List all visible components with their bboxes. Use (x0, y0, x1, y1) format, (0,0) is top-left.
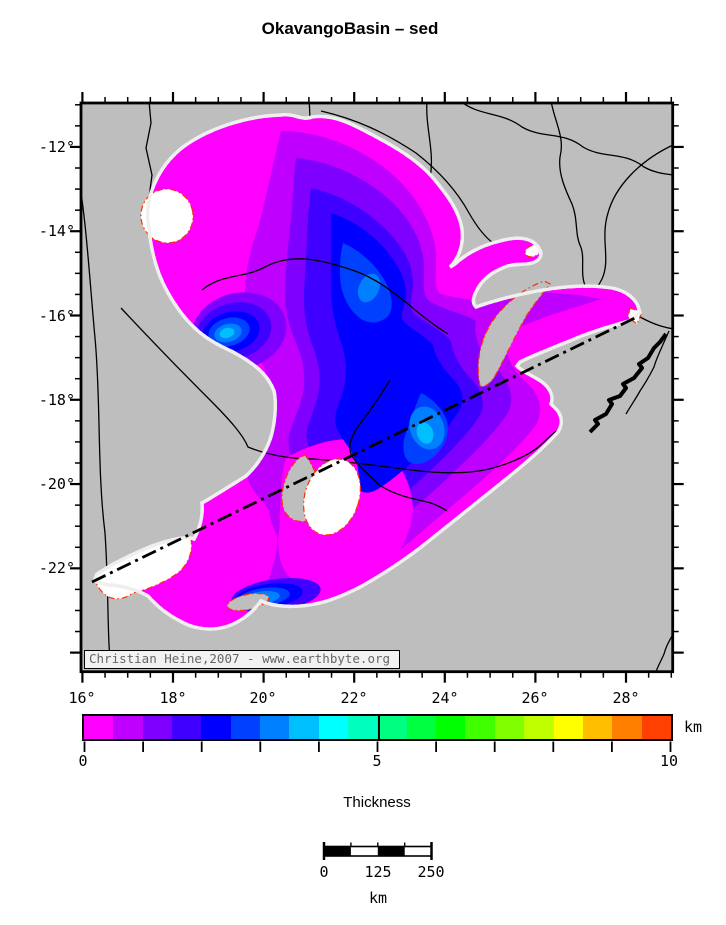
scalebar-label: 0 (319, 863, 329, 881)
colorbar (82, 714, 673, 741)
map-canvas (81, 103, 673, 672)
scalebar-black-seg (377, 846, 405, 856)
river-line (201, 258, 449, 335)
colorbar-title: Thickness (343, 794, 411, 811)
colorbar-segment (318, 716, 349, 739)
y-axis-label: -16° (38, 307, 75, 325)
colorbar-segment (377, 716, 407, 739)
colorbar-segment (289, 716, 319, 739)
river-line (81, 188, 112, 669)
colorbar-unit-label: km (684, 718, 703, 736)
x-axis-label: 26° (521, 689, 549, 707)
colorbar-segment (348, 716, 378, 739)
colorbar-segment (465, 716, 495, 739)
colorbar-segment (84, 716, 114, 739)
x-axis-label: 24° (431, 689, 459, 707)
se-core-light (416, 422, 434, 444)
y-axis-label: -14° (38, 222, 75, 240)
page-title: OkavangoBasin – sed (261, 19, 439, 38)
scalebar-label: 250 (417, 863, 445, 881)
river-line (349, 379, 448, 512)
x-axis-label: 28° (612, 689, 640, 707)
x-axis-label: 16° (68, 689, 96, 707)
colorbar-segment (553, 716, 583, 739)
etosha-white-pan (140, 188, 194, 244)
river-line (639, 316, 673, 330)
colorbar-segment (201, 716, 231, 739)
scalebar-unit-label: km (368, 889, 388, 907)
transect-dashdot-line (91, 315, 638, 584)
colorbar-segment (113, 716, 143, 739)
colorbar-segment (406, 716, 437, 739)
x-axis-label: 18° (159, 689, 187, 707)
colorbar-tick-label: 0 (78, 752, 88, 770)
x-axis-label: 20° (249, 689, 277, 707)
colorbar-segment (612, 716, 642, 739)
axis-ticks (70, 92, 684, 752)
colorbar-segment (260, 716, 290, 739)
masked-holes (94, 188, 643, 600)
colorbar-segment (436, 716, 466, 739)
west-pocket (219, 327, 235, 339)
north-core-bright (357, 273, 381, 303)
central-white-hole (303, 458, 361, 536)
attribution-box: Christian Heine,2007 - www.earthbyte.org (84, 650, 400, 669)
colorbar-segment (230, 716, 261, 739)
y-axis-label: -22° (38, 559, 75, 577)
colorbar-tick-label: 10 (659, 752, 679, 770)
y-axis-label: -12° (38, 138, 75, 156)
basin-rivers (201, 258, 449, 512)
colorbar-segment (582, 716, 613, 739)
scalebar (322, 842, 433, 860)
gray-sickle-island (477, 280, 551, 388)
y-axis-label: -18° (38, 391, 75, 409)
colorbar-segment (494, 716, 525, 739)
colorbar-segment (142, 716, 173, 739)
river-line (462, 103, 673, 176)
colorbar-segment (524, 716, 554, 739)
river-line (145, 103, 153, 199)
colorbar-segment (172, 716, 202, 739)
basin-outline (91, 112, 642, 631)
colorbar-segment (641, 716, 671, 739)
scalebar-label: 125 (364, 863, 392, 881)
x-axis-label: 22° (340, 689, 368, 707)
scalebar-black-seg (324, 846, 351, 856)
colorbar-tick-label: 5 (372, 752, 382, 770)
gorge-line (588, 332, 668, 434)
colorbar-midline (377, 716, 380, 739)
river-line (625, 330, 670, 415)
y-axis-label: -20° (38, 475, 75, 493)
river-line (655, 633, 673, 672)
